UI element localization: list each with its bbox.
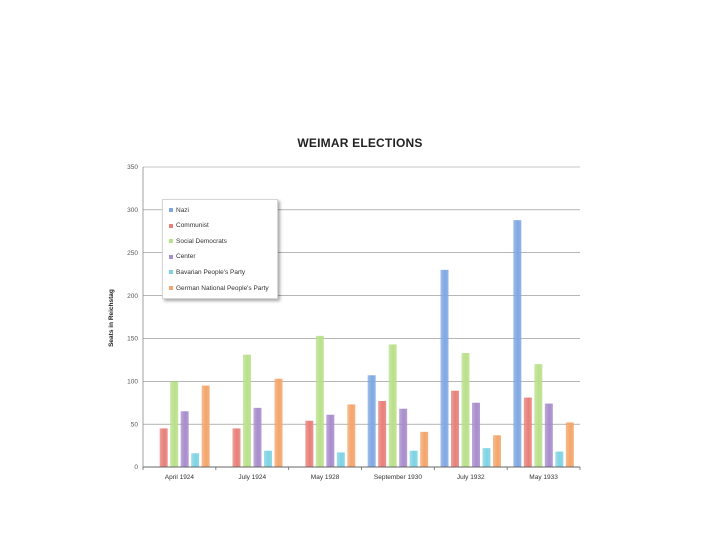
y-tick-label: 0 <box>134 464 138 471</box>
legend-swatch <box>169 254 173 259</box>
bar-social-democrats-1 <box>243 354 251 467</box>
bar-nazi-3 <box>367 375 376 467</box>
bar-center-5 <box>544 403 553 467</box>
bar-communist-5 <box>523 397 532 467</box>
bar-bavarian-people-s-party-1 <box>264 450 272 467</box>
chart-title: WEIMAR ELECTIONS <box>297 136 423 150</box>
bar-bavarian-people-s-party-4 <box>482 448 491 467</box>
x-tick-label: May 1928 <box>311 474 340 481</box>
legend-label: Social Democrats <box>176 237 227 245</box>
legend-item: German National People's Party <box>169 283 269 293</box>
y-tick-label: 200 <box>127 293 138 300</box>
bar-nazi-4 <box>440 269 449 467</box>
legend-item: Communist <box>169 221 209 231</box>
bar-bavarian-people-s-party-0 <box>191 453 200 467</box>
bar-nazi-5 <box>513 220 522 467</box>
bar-communist-3 <box>378 401 387 467</box>
bar-communist-4 <box>451 390 459 467</box>
y-tick-label: 250 <box>127 250 138 257</box>
bar-center-1 <box>253 407 262 467</box>
bar-bavarian-people-s-party-2 <box>336 452 345 467</box>
x-tick-label: July 1924 <box>238 474 266 481</box>
bar-german-national-people-s-party-3 <box>420 431 429 467</box>
bar-bavarian-people-s-party-3 <box>409 450 418 467</box>
legend-swatch <box>169 239 173 244</box>
bar-center-3 <box>399 408 408 467</box>
y-tick-label: 50 <box>131 421 139 428</box>
legend-label: German National People's Party <box>176 284 269 292</box>
legend-swatch <box>169 286 173 290</box>
legend-label: Center <box>176 253 196 261</box>
bar-german-national-people-s-party-5 <box>565 422 574 467</box>
bar-german-national-people-s-party-0 <box>201 385 210 467</box>
x-tick-label: April 1924 <box>165 474 195 481</box>
y-tick-label: 300 <box>127 207 138 214</box>
legend-label: Bavarian People's Party <box>176 268 246 276</box>
legend-item: Nazi <box>169 205 189 215</box>
bar-social-democrats-0 <box>170 381 179 467</box>
bar-communist-1 <box>232 428 241 467</box>
bar-social-democrats-5 <box>534 364 543 467</box>
bar-communist-2 <box>305 420 314 467</box>
bar-social-democrats-3 <box>388 344 397 467</box>
legend-item: Bavarian People's Party <box>169 267 245 277</box>
bars <box>159 220 574 467</box>
y-axis-label: Seats in Reichstag <box>108 289 115 347</box>
bar-center-4 <box>472 402 480 467</box>
legend-swatch <box>169 208 173 212</box>
bar-social-democrats-2 <box>315 335 324 467</box>
gridlines <box>143 166 580 425</box>
x-tick-label: May 1933 <box>529 474 558 481</box>
legend-label: Nazi <box>176 206 190 214</box>
x-tick-label: September 1930 <box>374 474 422 481</box>
legend-swatch <box>169 223 173 228</box>
axes: 0 50 100 150 200 250 300 350 April 1924 July 1924… <box>127 164 581 481</box>
y-tick-label: 150 <box>127 336 138 343</box>
bar-center-0 <box>180 411 189 467</box>
bar-german-national-people-s-party-4 <box>493 435 501 467</box>
legend-label: Communist <box>176 222 209 230</box>
bar-social-democrats-4 <box>461 353 470 467</box>
bar-center-2 <box>326 414 335 467</box>
bar-bavarian-people-s-party-5 <box>555 451 564 467</box>
bar-communist-0 <box>159 428 168 467</box>
x-tick-label: July 1932 <box>457 474 485 481</box>
legend-item: Center <box>169 252 196 262</box>
bar-german-national-people-s-party-2 <box>347 404 356 467</box>
legend-item: Social Democrats <box>169 236 227 246</box>
bar-german-national-people-s-party-1 <box>274 378 283 467</box>
y-tick-label: 100 <box>127 378 138 385</box>
legend: Nazi Communist Social Democrats Center Bavar… <box>162 199 278 299</box>
y-tick-label: 350 <box>127 164 138 171</box>
legend-swatch <box>169 270 173 275</box>
